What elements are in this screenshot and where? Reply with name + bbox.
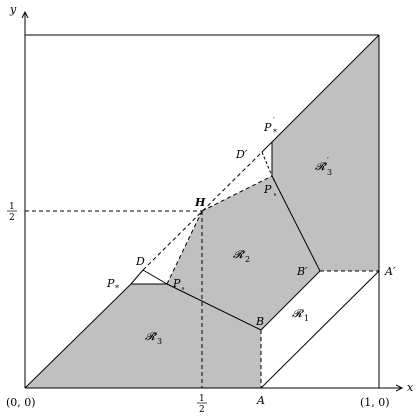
- svg-text:3: 3: [327, 168, 332, 177]
- label-p-circ-prime: P ′ ∘: [263, 178, 277, 199]
- diagonal-lower: [24, 283, 132, 389]
- diagonal-upper: [271, 34, 380, 143]
- label-h: H: [194, 196, 206, 209]
- svg-text:P: P: [172, 277, 181, 290]
- svg-text:𝓡̃: 𝓡̃: [315, 160, 327, 173]
- edge-pcirc-b: [166, 283, 262, 331]
- x-a-label: A: [256, 394, 265, 407]
- label-region-r3: 𝓡̃ 3: [145, 330, 162, 346]
- label-p-circ: P ∘: [172, 277, 185, 293]
- svg-text:′: ′: [273, 116, 275, 125]
- svg-text:1: 1: [304, 314, 309, 323]
- region-upper-shaded: [167, 35, 379, 330]
- label-a-prime: A′: [384, 265, 396, 278]
- svg-text:P: P: [263, 183, 272, 196]
- edge-b-bprime: [260, 270, 321, 331]
- y-axis-label: y: [9, 3, 17, 16]
- x-half-num: 1: [199, 394, 205, 404]
- dashed-dprime-pcircprime: [261, 151, 273, 177]
- dashed-h-pcircprime: [201, 175, 273, 212]
- svg-text:′: ′: [327, 156, 329, 165]
- origin-label: (0, 0): [6, 396, 36, 409]
- label-region-r2: 𝓡̃ 2: [233, 248, 250, 264]
- svg-text:′: ′: [273, 178, 275, 187]
- svg-text:P: P: [263, 121, 272, 134]
- edge-d-pcirc: [142, 269, 168, 285]
- svg-text:*: *: [115, 284, 119, 293]
- x-axis-label: x: [407, 381, 414, 394]
- edge-pstar-d: [130, 269, 144, 285]
- label-d: D: [135, 255, 145, 268]
- edge-dprime-pstarprime: [261, 141, 273, 153]
- label-p-star-prime: P ′ *: [263, 116, 277, 137]
- svg-text:*: *: [273, 128, 277, 137]
- label-region-r3-prime: 𝓡̃ ′ 3: [315, 156, 332, 177]
- svg-text:P: P: [106, 277, 115, 290]
- svg-text:3: 3: [157, 337, 162, 346]
- label-b: B: [255, 315, 264, 328]
- svg-text:𝓡̃: 𝓡̃: [145, 330, 157, 343]
- svg-text:𝓡̃: 𝓡̃: [233, 248, 245, 261]
- edge-bprime-pcircprime: [271, 175, 321, 272]
- svg-text:∘: ∘: [181, 284, 185, 293]
- label-d-prime: D′: [235, 148, 248, 161]
- y-half-num: 1: [9, 202, 15, 212]
- label-b-prime: B′: [296, 265, 308, 278]
- label-p-star: P *: [106, 277, 119, 293]
- label-region-r1: 𝓡 1: [292, 307, 309, 323]
- y-half-den: 2: [9, 213, 15, 223]
- svg-text:2: 2: [245, 255, 250, 264]
- svg-text:∘: ∘: [273, 190, 277, 199]
- x-half-den: 2: [199, 405, 205, 415]
- x-one-label: (1, 0): [360, 396, 390, 409]
- svg-text:𝓡: 𝓡: [292, 307, 304, 320]
- diagonal-a-a-prime: [260, 270, 380, 389]
